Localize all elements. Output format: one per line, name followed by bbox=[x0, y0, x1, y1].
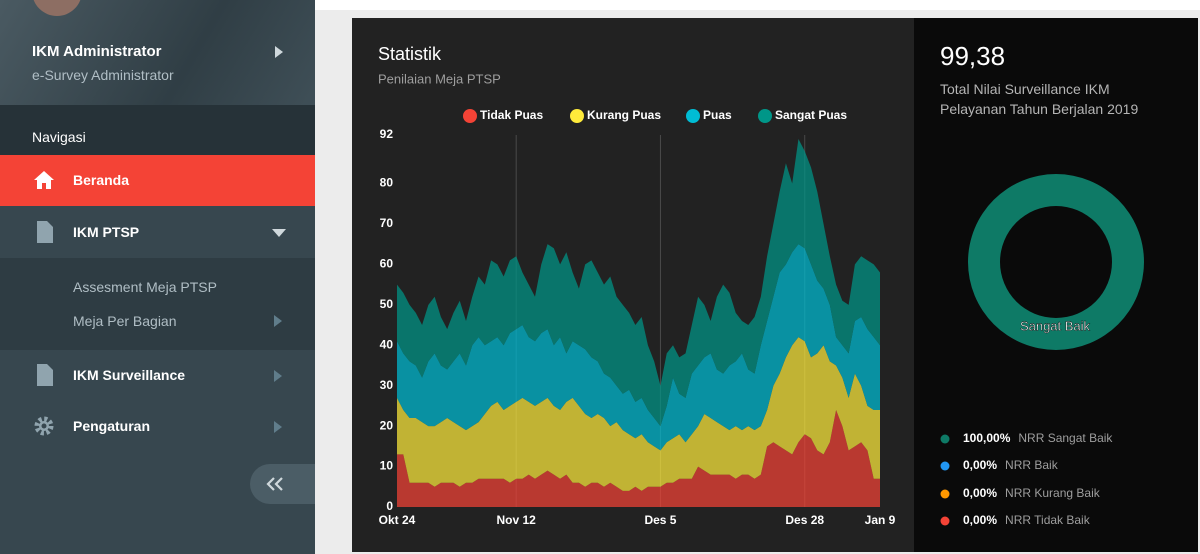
avatar bbox=[32, 0, 82, 16]
legend-label: NRR Kurang Baik bbox=[1005, 486, 1101, 500]
menu-label[interactable]: Pengaturan bbox=[73, 418, 150, 434]
chart-subtitle: Penilaian Meja PTSP bbox=[378, 71, 501, 86]
legend-swatch bbox=[570, 109, 584, 123]
legend-swatch bbox=[463, 109, 477, 123]
chevron bbox=[274, 315, 282, 327]
menu-item[interactable]: Pengaturan bbox=[0, 401, 315, 452]
menu-label[interactable]: IKM PTSP bbox=[73, 224, 139, 240]
x-tick-label: Jan 9 bbox=[865, 513, 896, 527]
collapse-icon bbox=[266, 477, 286, 491]
y-tick-label: 20 bbox=[380, 418, 394, 432]
sidebar: IKM Administrator e-Survey Administrator… bbox=[0, 0, 315, 554]
legend-swatch bbox=[686, 109, 700, 123]
legend-swatch bbox=[758, 109, 772, 123]
menu-label[interactable]: Beranda bbox=[73, 172, 129, 188]
legend-swatch bbox=[941, 462, 950, 471]
legend-label: NRR Tidak Baik bbox=[1005, 513, 1091, 527]
y-tick-label: 70 bbox=[380, 216, 394, 230]
menu-item[interactable]: IKM PTSP bbox=[0, 207, 315, 258]
menu-item[interactable]: Beranda bbox=[0, 155, 315, 206]
profile: IKM Administrator e-Survey Administrator bbox=[0, 0, 315, 105]
nav-heading-text: Navigasi bbox=[32, 129, 86, 145]
nav-heading: Navigasi bbox=[0, 105, 315, 155]
submenu: Assesment Meja PTSP Meja Per Bagian bbox=[0, 258, 315, 350]
file-icon bbox=[37, 364, 53, 386]
legend-label: NRR Sangat Baik bbox=[1018, 431, 1113, 445]
legend-label: Tidak Puas bbox=[480, 108, 543, 122]
y-tick-label: 40 bbox=[380, 337, 394, 351]
score-caption: Total Nilai Surveillance IKM Pelayanan T… bbox=[940, 79, 1175, 119]
menu-label[interactable]: IKM Surveillance bbox=[73, 367, 185, 383]
file-icon bbox=[37, 221, 53, 243]
submenu-item[interactable]: Assesment Meja PTSP bbox=[73, 279, 217, 295]
chart-title: Statistik bbox=[378, 44, 442, 64]
legend-swatch bbox=[941, 435, 950, 444]
x-tick-label: Nov 12 bbox=[497, 513, 537, 527]
score: 99,38 bbox=[940, 41, 1005, 71]
y-tick-label: 60 bbox=[380, 257, 394, 271]
value-label: 0,00% bbox=[963, 513, 997, 527]
chevron[interactable] bbox=[274, 46, 284, 58]
x-tick-label: Des 28 bbox=[785, 513, 824, 527]
y-tick-label: 30 bbox=[380, 378, 394, 392]
y-tick-label: 0 bbox=[386, 499, 393, 513]
menu-item[interactable]: IKM Surveillance bbox=[0, 350, 315, 401]
collapse-button[interactable] bbox=[250, 464, 315, 504]
chevron bbox=[274, 421, 282, 433]
x-tick-label: Des 5 bbox=[644, 513, 676, 527]
legend-label: Sangat Puas bbox=[775, 108, 847, 122]
submenu-item[interactable]: Meja Per Bagian bbox=[73, 313, 177, 329]
value-label: 100,00% bbox=[963, 431, 1011, 445]
top-strip bbox=[315, 0, 1200, 10]
y-tick-label: 92 bbox=[380, 127, 394, 141]
legend-label: Kurang Puas bbox=[587, 108, 661, 122]
legend-swatch bbox=[941, 490, 950, 499]
caret-down bbox=[272, 229, 286, 237]
value-label: 0,00% bbox=[963, 458, 997, 472]
donut-label: Sangat Baik bbox=[1020, 318, 1091, 333]
legend-label: Puas bbox=[703, 108, 732, 122]
user-role: e-Survey Administrator bbox=[32, 67, 174, 83]
x-tick-label: Okt 24 bbox=[379, 513, 416, 527]
y-tick-label: 10 bbox=[380, 459, 394, 473]
y-tick-label: 50 bbox=[380, 297, 394, 311]
value-label: 0,00% bbox=[963, 486, 997, 500]
home-icon bbox=[33, 170, 55, 190]
user-name: IKM Administrator bbox=[32, 43, 161, 60]
chevron bbox=[274, 370, 282, 382]
legend-swatch bbox=[941, 517, 950, 526]
y-tick-label: 80 bbox=[380, 176, 394, 190]
page: IKM Administrator e-Survey Administrator… bbox=[0, 0, 1200, 554]
gear-icon bbox=[34, 416, 54, 436]
legend-label: NRR Baik bbox=[1005, 458, 1059, 472]
